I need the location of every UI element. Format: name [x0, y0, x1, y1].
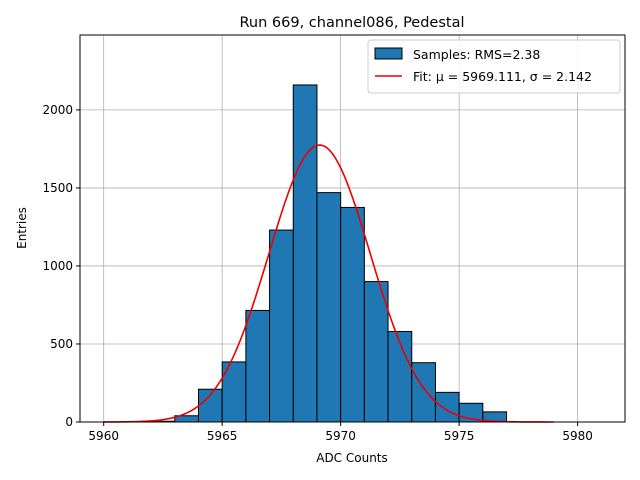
x-axis-ticks: 5960 5965 5970 5975 5980 — [88, 422, 593, 443]
histogram-bar — [292, 84, 318, 423]
x-tick-label: 5975 — [444, 429, 475, 443]
y-tick-label: 2000 — [42, 103, 73, 117]
legend: Samples: RMS=2.38 Fit: μ = 5969.111, σ =… — [367, 39, 621, 94]
histogram-bars — [150, 84, 508, 423]
histogram-bar — [245, 309, 271, 423]
y-tick-label: 1500 — [42, 181, 73, 195]
histogram-bar — [363, 281, 389, 423]
histogram-bar — [387, 330, 413, 423]
legend-label-samples: Samples: RMS=2.38 — [413, 47, 540, 62]
x-tick-label: 5960 — [88, 429, 119, 443]
y-axis-label: Entries — [15, 207, 29, 249]
histogram-bar — [269, 229, 294, 423]
y-axis-ticks: 0 500 1000 1500 2000 — [42, 103, 80, 429]
fit-curve — [103, 144, 554, 423]
x-tick-label: 5965 — [207, 429, 238, 443]
histogram-bar — [316, 192, 342, 423]
legend-box — [367, 39, 621, 94]
histogram-bar — [434, 391, 460, 423]
histogram-bar — [411, 362, 436, 423]
plot-frame — [79, 34, 626, 423]
legend-swatch-samples — [374, 47, 403, 60]
x-axis-label: ADC Counts — [316, 451, 388, 465]
x-tick-label: 5980 — [562, 429, 593, 443]
histogram-bar — [340, 206, 365, 423]
y-tick-label: 500 — [50, 337, 73, 351]
x-tick-label: 5970 — [325, 429, 356, 443]
legend-label-fit: Fit: μ = 5969.111, σ = 2.142 — [413, 69, 592, 84]
chart-title: Run 669, channel086, Pedestal — [239, 15, 464, 31]
y-tick-label: 1000 — [42, 259, 73, 273]
y-tick-label: 0 — [65, 415, 73, 429]
